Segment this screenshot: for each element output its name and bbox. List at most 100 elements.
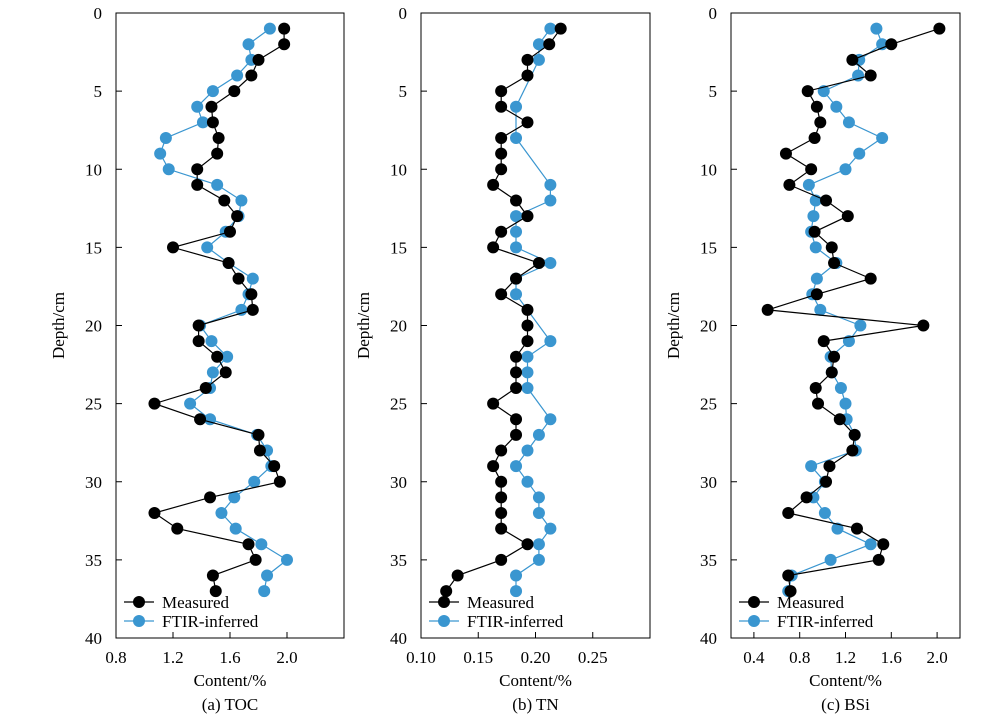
y-tick-label: 10 <box>85 160 102 179</box>
data-point <box>839 397 852 410</box>
data-point <box>231 210 244 223</box>
panel-toc: 0 5 10 15 20 25 30 35 40 0.8 1.2 1.6 2.0 MeasuredFT… <box>49 4 345 714</box>
legend-marker <box>748 615 760 627</box>
panel-caption: (a) TOC <box>202 695 259 714</box>
x-axis-title: Content/% <box>499 671 572 690</box>
y-tick-label: 10 <box>700 160 717 179</box>
data-point <box>544 257 557 269</box>
data-point <box>510 225 523 238</box>
data-point <box>194 413 207 426</box>
data-point <box>864 272 877 285</box>
series-measured <box>440 22 567 598</box>
data-point <box>825 241 838 254</box>
data-point <box>495 522 508 535</box>
legend-marker <box>748 596 760 608</box>
legend-label: FTIR-inferred <box>777 612 874 631</box>
series-measured <box>148 22 291 598</box>
data-point <box>221 350 234 363</box>
series-ftir-inferred <box>154 22 293 598</box>
y-tick-label: 20 <box>390 317 407 336</box>
panel-caption: (b) TN <box>512 695 558 714</box>
data-point <box>841 210 854 223</box>
data-point <box>839 163 852 176</box>
data-point <box>544 22 557 35</box>
data-point <box>521 116 534 129</box>
x-tick-label: 0.8 <box>789 648 810 667</box>
data-point <box>510 413 523 426</box>
y-tick-label: 15 <box>700 238 717 257</box>
data-point <box>521 382 534 394</box>
data-point <box>544 178 557 191</box>
data-point <box>818 507 831 519</box>
data-point <box>510 241 523 254</box>
data-point <box>148 397 161 410</box>
data-point <box>784 585 797 598</box>
x-tick-label: 0.20 <box>521 648 551 667</box>
y-tick-label: 15 <box>85 238 102 257</box>
data-point <box>808 225 821 238</box>
data-point <box>510 585 523 598</box>
data-point <box>834 382 847 394</box>
data-point <box>521 444 534 457</box>
data-point <box>810 100 823 113</box>
data-point <box>148 507 161 519</box>
data-point <box>846 444 859 457</box>
data-point <box>544 194 557 207</box>
data-point <box>521 366 534 379</box>
data-point <box>521 69 534 82</box>
series-line <box>152 28 285 592</box>
x-tick-label: 1.2 <box>162 648 183 667</box>
data-point <box>808 132 821 144</box>
data-point <box>495 132 508 144</box>
data-point <box>848 428 861 441</box>
y-axis-title: Depth/cm <box>49 292 68 359</box>
x-tick-label: 0.4 <box>743 648 765 667</box>
data-point <box>205 100 218 113</box>
data-point <box>817 335 830 348</box>
data-point <box>487 178 500 191</box>
y-tick-label: 25 <box>700 395 717 414</box>
y-tick-label: 5 <box>399 82 408 101</box>
x-tick-label: 0.10 <box>406 648 436 667</box>
data-point <box>864 69 877 82</box>
x-axis-title: Content/% <box>809 671 882 690</box>
y-tick-label: 15 <box>390 238 407 257</box>
data-point <box>212 132 225 144</box>
data-point <box>809 241 822 254</box>
data-point <box>191 178 204 191</box>
data-point <box>800 491 813 504</box>
data-point <box>222 257 235 269</box>
data-point <box>510 366 523 379</box>
data-point <box>228 491 241 504</box>
data-point <box>842 116 855 129</box>
data-point <box>253 444 266 457</box>
data-point <box>495 507 508 519</box>
data-point <box>877 538 890 551</box>
data-point <box>802 178 815 191</box>
data-point <box>440 585 453 598</box>
data-point <box>495 553 508 566</box>
data-point <box>850 522 863 535</box>
data-point <box>532 257 545 269</box>
x-tick-label: 1.2 <box>835 648 856 667</box>
data-point <box>532 491 545 504</box>
data-point <box>252 53 265 66</box>
y-tick-label: 0 <box>399 4 408 23</box>
data-point <box>495 444 508 457</box>
data-point <box>521 53 534 66</box>
legend-label: Measured <box>777 593 845 612</box>
data-point <box>246 272 259 285</box>
data-point <box>206 85 219 98</box>
data-point <box>191 163 204 176</box>
data-point <box>510 382 523 394</box>
data-point <box>510 272 523 285</box>
data-point <box>487 460 500 473</box>
data-point <box>532 428 545 441</box>
data-point <box>263 22 276 35</box>
data-point <box>510 194 523 207</box>
data-point <box>495 163 508 176</box>
data-point <box>510 428 523 441</box>
data-point <box>192 335 205 348</box>
data-point <box>510 288 523 301</box>
